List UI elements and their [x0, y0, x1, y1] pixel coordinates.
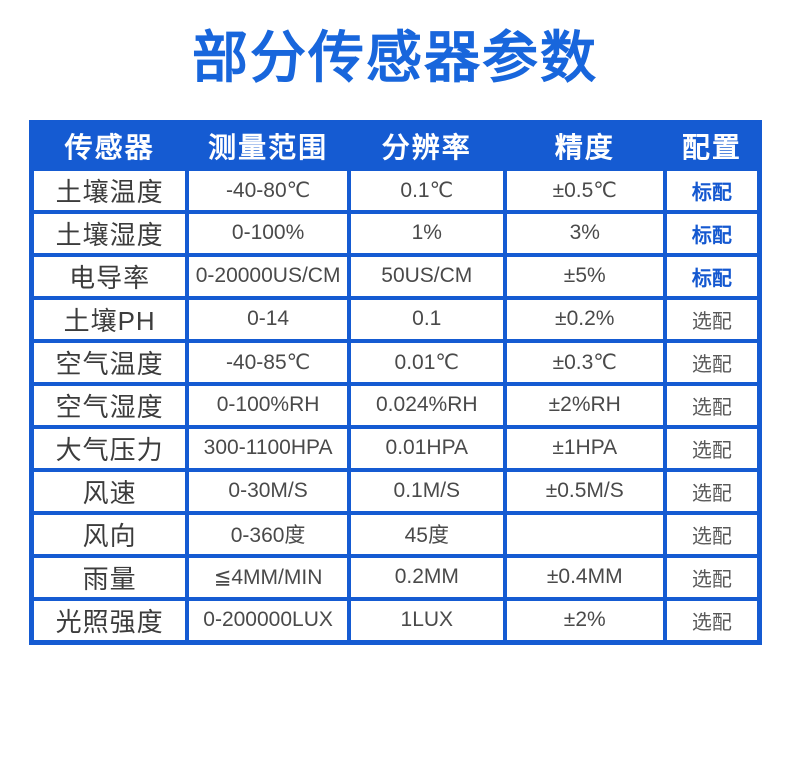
cell-range: 0-14: [185, 295, 351, 343]
cell-range: 0-360度: [185, 510, 351, 558]
cell-config: 选配: [662, 596, 762, 645]
page-title: 部分传感器参数: [192, 26, 598, 89]
table-row: 空气温度 -40-85℃ 0.01℃ ±0.3℃ 选配: [29, 338, 762, 386]
cell-resolution: 45度: [346, 510, 507, 558]
header-cell-accuracy: 精度: [502, 120, 667, 171]
cell-sensor: 光照强度: [29, 596, 190, 645]
header-cell-range: 测量范围: [185, 120, 351, 171]
cell-accuracy: ±2%: [502, 596, 667, 645]
table-row: 电导率 0-20000US/CM 50US/CM ±5% 标配: [29, 252, 762, 300]
cell-sensor: 土壤温度: [29, 166, 190, 214]
cell-accuracy: ±2%RH: [502, 381, 667, 429]
cell-sensor: 空气温度: [29, 338, 190, 386]
cell-sensor: 电导率: [29, 252, 190, 300]
cell-config: 标配: [662, 252, 762, 300]
cell-config: 标配: [662, 209, 762, 257]
cell-sensor: 风速: [29, 467, 190, 515]
cell-range: 0-200000LUX: [185, 596, 351, 645]
cell-resolution: 0.1M/S: [346, 467, 507, 515]
cell-accuracy: ±0.5M/S: [502, 467, 667, 515]
cell-range: 0-100%: [185, 209, 351, 257]
cell-accuracy: ±5%: [502, 252, 667, 300]
cell-config: 选配: [662, 467, 762, 515]
cell-range: 0-30M/S: [185, 467, 351, 515]
cell-resolution: 0.2MM: [346, 553, 507, 601]
table-row: 土壤温度 -40-80℃ 0.1℃ ±0.5℃ 标配: [29, 166, 762, 214]
header-row: 传感器 测量范围 分辨率 精度 配置: [29, 120, 762, 171]
cell-resolution: 1LUX: [346, 596, 507, 645]
cell-range: 0-100%RH: [185, 381, 351, 429]
cell-accuracy: ±1HPA: [502, 424, 667, 472]
table-row: 土壤湿度 0-100% 1% 3% 标配: [29, 209, 762, 257]
cell-sensor: 土壤PH: [29, 295, 190, 343]
cell-accuracy: ±0.2%: [502, 295, 667, 343]
table-row: 光照强度 0-200000LUX 1LUX ±2% 选配: [29, 596, 762, 645]
cell-resolution: 1%: [346, 209, 507, 257]
cell-range: 300-1100HPA: [185, 424, 351, 472]
cell-resolution: 0.1: [346, 295, 507, 343]
cell-accuracy: ±0.5℃: [502, 166, 667, 214]
cell-accuracy: ±0.4MM: [502, 553, 667, 601]
cell-resolution: 50US/CM: [346, 252, 507, 300]
sensor-spec-table: 传感器 测量范围 分辨率 精度 配置 土壤温度 -40-80℃ 0.1℃ ±0.…: [29, 119, 762, 645]
cell-resolution: 0.01HPA: [346, 424, 507, 472]
cell-sensor: 空气湿度: [29, 381, 190, 429]
table-row: 土壤PH 0-14 0.1 ±0.2% 选配: [29, 295, 762, 343]
cell-sensor: 雨量: [29, 553, 190, 601]
cell-config: 选配: [662, 381, 762, 429]
cell-sensor: 大气压力: [29, 424, 190, 472]
cell-range: -40-85℃: [185, 338, 351, 386]
header-cell-sensor: 传感器: [29, 120, 190, 171]
cell-range: -40-80℃: [185, 166, 351, 214]
cell-range: 0-20000US/CM: [185, 252, 351, 300]
cell-range: ≦4MM/MIN: [185, 553, 351, 601]
table-row: 风速 0-30M/S 0.1M/S ±0.5M/S 选配: [29, 467, 762, 515]
header-cell-config: 配置: [662, 120, 762, 171]
cell-resolution: 0.01℃: [346, 338, 507, 386]
cell-sensor: 风向: [29, 510, 190, 558]
cell-accuracy: ±0.3℃: [502, 338, 667, 386]
table-row: 大气压力 300-1100HPA 0.01HPA ±1HPA 选配: [29, 424, 762, 472]
cell-config: 选配: [662, 510, 762, 558]
cell-accuracy: 3%: [502, 209, 667, 257]
header-cell-resolution: 分辨率: [346, 120, 507, 171]
cell-sensor: 土壤湿度: [29, 209, 190, 257]
cell-config: 选配: [662, 424, 762, 472]
cell-resolution: 0.024%RH: [346, 381, 507, 429]
cell-config: 选配: [662, 295, 762, 343]
cell-config: 选配: [662, 338, 762, 386]
cell-config: 标配: [662, 166, 762, 214]
table-row: 风向 0-360度 45度 选配: [29, 510, 762, 558]
cell-accuracy: [502, 510, 667, 558]
cell-config: 选配: [662, 553, 762, 601]
table-row: 空气湿度 0-100%RH 0.024%RH ±2%RH 选配: [29, 381, 762, 429]
cell-resolution: 0.1℃: [346, 166, 507, 214]
table-row: 雨量 ≦4MM/MIN 0.2MM ±0.4MM 选配: [29, 553, 762, 601]
